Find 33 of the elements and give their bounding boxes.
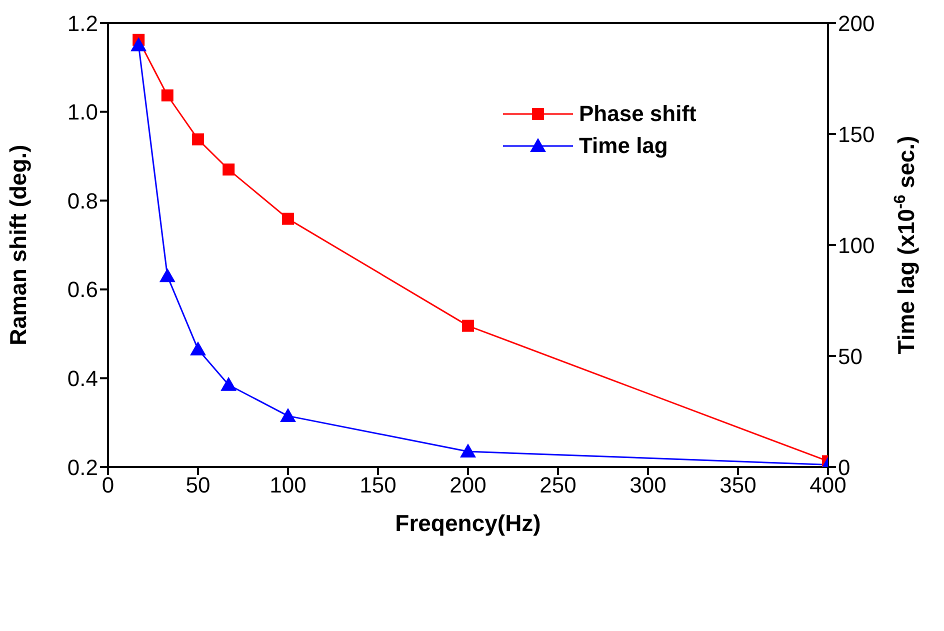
x-tick-label: 50 [186,472,210,498]
y-tick-label: 0.8 [67,188,98,214]
point [462,320,474,332]
y2-tick-label: 50 [838,344,862,369]
y2-tick-label: 150 [838,122,875,147]
legend-label: Time lag [579,133,668,159]
y2-tick-label: 200 [838,10,875,36]
point [222,164,235,176]
y-tick-label: 0.2 [67,454,98,480]
point [192,133,204,146]
legend-label: Phase shift [579,101,696,127]
point [460,443,476,458]
x-tick-label: 200 [450,472,486,498]
x-tick-label: 350 [720,472,756,498]
y-tick-label: 1.2 [67,10,98,36]
y-tick-label: 0.4 [67,366,98,392]
point [190,341,206,356]
x-tick-label: 100 [270,472,306,498]
x-tick-label: 0 [102,472,114,498]
x-tick-label: 300 [630,472,666,498]
point [159,268,176,282]
x-tick-label: 150 [360,472,396,498]
point [130,37,147,52]
point [161,89,174,102]
y-tick-label: 0.6 [67,277,98,302]
y-tick-label: 1.0 [67,100,98,125]
x-axis-title: Freqency(Hz) [395,510,541,536]
point [280,408,296,422]
x-tick-label: 250 [540,472,576,498]
point [220,376,237,391]
y2-tick-label: 100 [838,232,875,258]
point [282,212,294,225]
y-axis-title: Raman shift (deg.) [5,144,31,346]
